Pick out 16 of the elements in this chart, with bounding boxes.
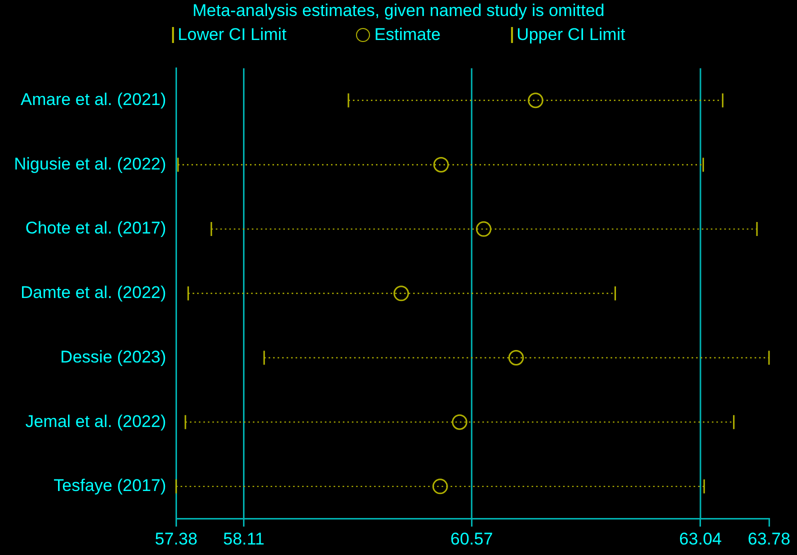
x-tick-label: 63.04 <box>679 529 722 548</box>
y-tick-label: Tesfaye (2017) <box>54 476 166 496</box>
x-tick-label: 63.78 <box>748 529 790 548</box>
chart-title: Meta-analysis estimates, given named study is omitted <box>192 0 606 22</box>
text: Upper CI Limit <box>516 25 626 45</box>
x-tick-label: 60.57 <box>450 529 493 548</box>
y-tick-label: Dessie (2023) <box>60 347 166 366</box>
x-tick-label: 57.38 <box>154 529 198 548</box>
y-tick-label: Chote et al. (2017) <box>25 218 166 238</box>
text: Lower CI Limit <box>178 25 286 45</box>
x-tick-label: 58.11 <box>223 529 264 548</box>
y-tick-label: Jemal et al. (2022) <box>25 412 166 431</box>
legend-label: Estimate <box>374 25 441 45</box>
y-tick-label: Damte et al. (2022) <box>20 283 166 302</box>
y-tick-label: Amare et al. (2021) <box>20 90 166 110</box>
y-tick-label: Nigusie et al. (2022) <box>14 154 166 174</box>
